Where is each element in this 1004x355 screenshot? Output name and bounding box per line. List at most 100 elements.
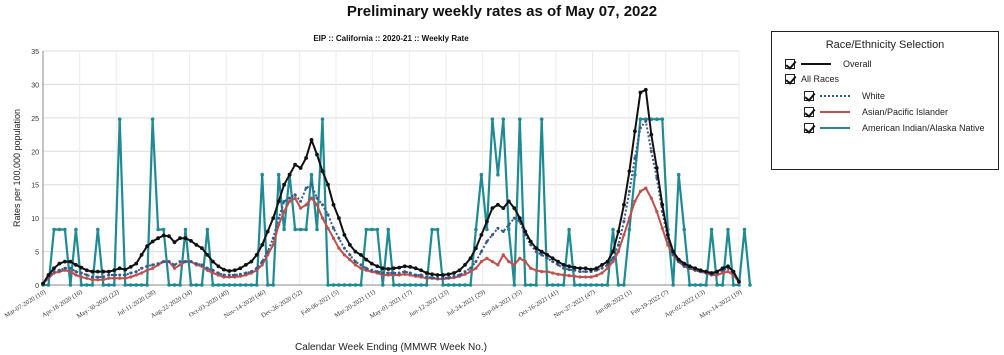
- data-point-overall: [271, 216, 276, 221]
- data-point-white: [463, 270, 467, 274]
- data-point-aian: [101, 283, 106, 287]
- data-point-white: [364, 266, 368, 270]
- data-point-white: [633, 156, 637, 160]
- legend-item-aian[interactable]: American Indian/Alaska Native: [804, 121, 985, 135]
- data-point-aian: [68, 283, 73, 287]
- data-point-overall: [731, 269, 736, 274]
- data-point-overall: [413, 266, 418, 271]
- legend-item-asian[interactable]: Asian/Pacific Islander: [804, 105, 948, 119]
- data-point-white: [611, 256, 615, 260]
- data-point-aian: [715, 283, 719, 287]
- data-point-aian: [748, 283, 752, 287]
- data-point-aian: [709, 227, 714, 232]
- data-point-white: [375, 270, 379, 274]
- data-point-aian: [90, 283, 95, 287]
- data-point-asian: [282, 209, 286, 214]
- data-point-overall: [243, 263, 248, 267]
- data-point-asian: [594, 274, 599, 278]
- data-point-aian: [638, 117, 643, 121]
- data-point-white: [512, 216, 516, 220]
- legend-item-white[interactable]: White: [804, 89, 885, 103]
- data-point-overall: [63, 259, 67, 264]
- asian-checkbox[interactable]: [804, 107, 814, 117]
- data-point-asian: [140, 271, 144, 275]
- data-point-overall: [128, 265, 133, 269]
- data-point-overall: [665, 233, 670, 237]
- aian-checkbox[interactable]: [804, 123, 814, 133]
- x-tick-label: Jan-08-2022 (1): [594, 289, 633, 317]
- data-point-asian: [96, 278, 100, 282]
- y-tick-label: 35: [31, 49, 39, 56]
- data-point-white: [616, 243, 620, 247]
- data-point-aian: [682, 227, 686, 232]
- data-point-overall: [249, 259, 254, 264]
- data-point-overall: [222, 267, 226, 272]
- data-point-aian: [600, 283, 604, 287]
- data-point-overall: [611, 249, 615, 254]
- data-point-asian: [540, 270, 544, 274]
- data-point-aian: [671, 283, 675, 287]
- data-point-overall: [671, 249, 676, 254]
- data-point-white: [200, 263, 204, 267]
- data-point-overall: [430, 272, 434, 277]
- x-axis-label: Calendar Week Ending (MMWR Week No.): [295, 342, 487, 353]
- white-checkbox[interactable]: [804, 91, 814, 101]
- data-point-asian: [605, 266, 610, 270]
- data-point-aian: [731, 283, 736, 287]
- data-point-asian: [172, 266, 177, 270]
- data-point-overall: [52, 266, 56, 271]
- data-point-asian: [534, 268, 538, 272]
- data-point-aian: [359, 283, 363, 287]
- legend-item-all-races[interactable]: All Races: [785, 72, 839, 86]
- data-point-overall: [364, 257, 369, 262]
- data-point-white: [644, 119, 648, 123]
- data-point-asian: [79, 275, 83, 279]
- data-point-aian: [145, 283, 149, 287]
- data-point-white: [348, 253, 352, 257]
- data-point-white: [244, 271, 248, 275]
- data-point-overall: [435, 273, 440, 277]
- data-point-aian: [216, 283, 221, 287]
- data-point-aian: [128, 283, 133, 287]
- data-point-white: [238, 272, 242, 276]
- data-point-asian: [545, 270, 549, 274]
- data-point-aian: [172, 283, 177, 287]
- data-point-overall: [446, 272, 451, 277]
- data-point-aian: [337, 283, 341, 287]
- data-point-overall: [419, 268, 423, 273]
- data-point-aian: [583, 283, 588, 287]
- data-point-asian: [353, 263, 357, 267]
- data-point-overall: [441, 273, 445, 277]
- data-point-overall: [57, 261, 62, 266]
- data-point-asian: [151, 266, 155, 270]
- data-point-overall: [95, 269, 100, 274]
- data-point-overall: [304, 156, 308, 160]
- data-point-overall: [556, 259, 560, 264]
- data-point-white: [397, 271, 401, 275]
- data-point-asian: [463, 272, 467, 276]
- data-point-aian: [391, 283, 396, 287]
- data-point-aian: [238, 283, 243, 287]
- data-point-overall: [517, 216, 522, 221]
- legend-item-overall[interactable]: Overall: [785, 57, 872, 71]
- data-point-overall: [457, 268, 462, 273]
- data-point-overall: [68, 259, 73, 264]
- data-point-white: [507, 223, 511, 227]
- data-point-white: [534, 250, 538, 254]
- y-tick-label: 20: [31, 149, 39, 156]
- data-point-overall: [638, 90, 643, 95]
- data-point-aian: [479, 172, 484, 177]
- data-point-overall: [342, 233, 347, 237]
- data-point-white: [447, 276, 450, 280]
- data-point-white: [458, 273, 461, 277]
- data-point-asian: [485, 256, 489, 260]
- all-races-checkbox[interactable]: [785, 74, 795, 84]
- data-point-white: [194, 262, 198, 266]
- overall-checkbox[interactable]: [785, 59, 795, 69]
- data-point-aian: [485, 227, 489, 232]
- data-point-white: [57, 268, 61, 272]
- data-point-asian: [655, 209, 659, 214]
- data-point-aian: [594, 283, 599, 287]
- data-point-white: [425, 275, 429, 279]
- data-point-overall: [216, 264, 221, 269]
